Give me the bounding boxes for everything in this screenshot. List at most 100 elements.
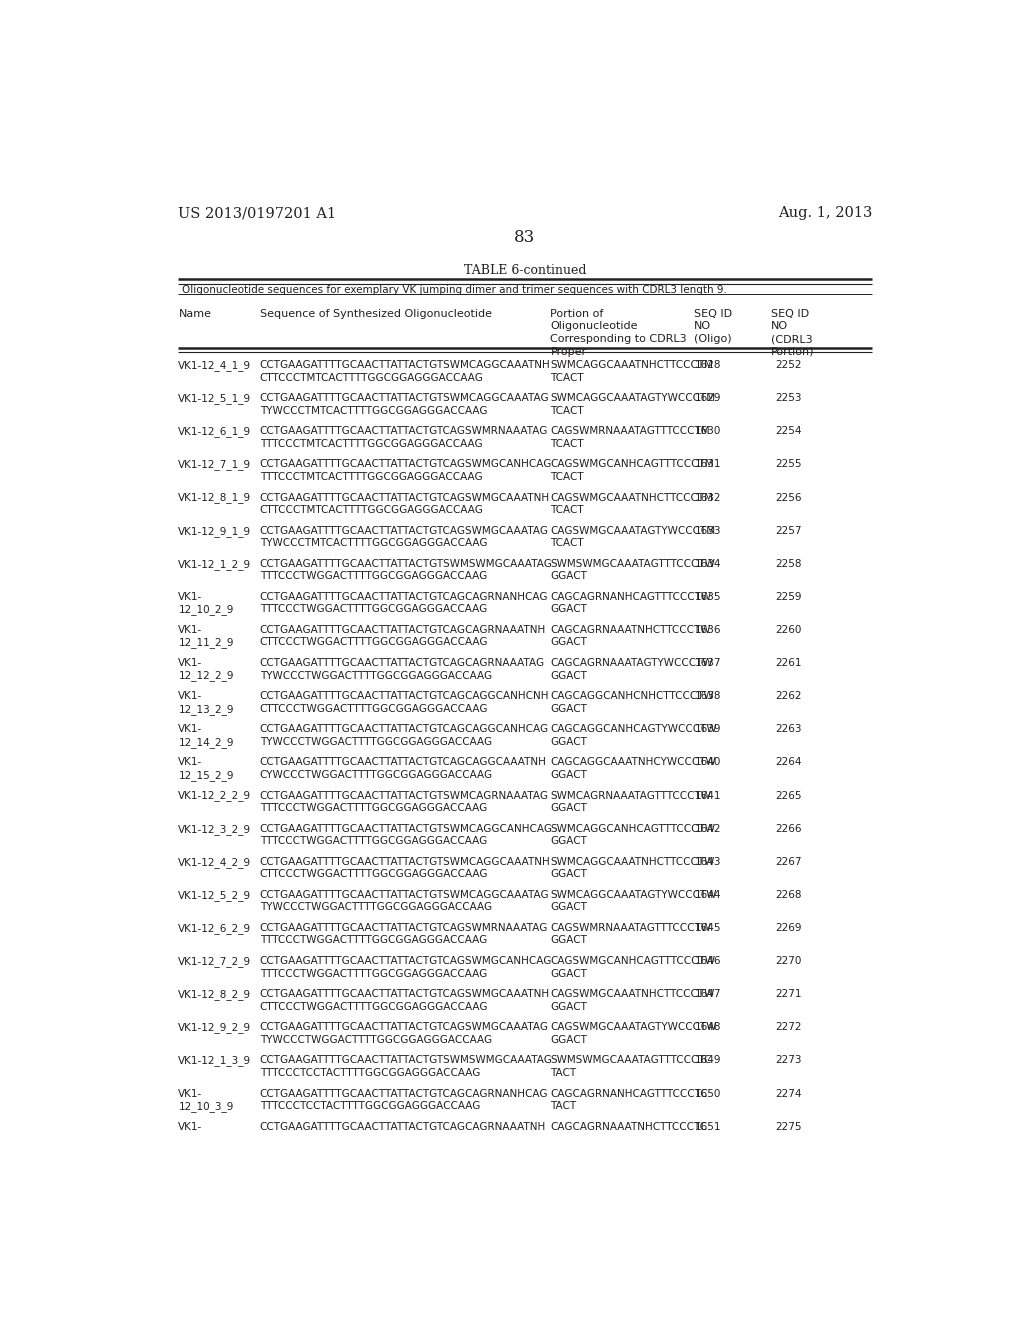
Text: 1641: 1641 [694,791,721,800]
Text: 2269: 2269 [775,923,802,933]
Text: CAGSWMGCAAATAGTYWCCCTM
TCACT: CAGSWMGCAAATAGTYWCCCTM TCACT [550,525,716,548]
Text: VK1-12_3_2_9: VK1-12_3_2_9 [178,824,252,834]
Text: CCTGAAGATTTTGCAACTTATTACTGTSWMCAGGCAAATAG
TYWCCCTMTCACTTTTGGCGGAGGGACCAAG: CCTGAAGATTTTGCAACTTATTACTGTSWMCAGGCAAATA… [260,393,549,416]
Text: CCTGAAGATTTTGCAACTTATTACTGTCAGSWMRNAAATAG
TTTCCCTWGGACTTTTGGCGGAGGGACCAAG: CCTGAAGATTTTGCAACTTATTACTGTCAGSWMRNAAATA… [260,923,548,945]
Text: 2252: 2252 [775,360,802,370]
Text: VK1-
12_14_2_9: VK1- 12_14_2_9 [178,725,233,747]
Text: CCTGAAGATTTTGCAACTTATTACTGTCAGSWMGCAAATNH
CTTCCCTMTCACTTTTGGCGGAGGGACCAAG: CCTGAAGATTTTGCAACTTATTACTGTCAGSWMGCAAATN… [260,492,550,515]
Text: Aug. 1, 2013: Aug. 1, 2013 [777,206,872,220]
Text: VK1-: VK1- [178,1122,203,1131]
Text: VK1-12_7_1_9: VK1-12_7_1_9 [178,459,252,470]
Text: CCTGAAGATTTTGCAACTTATTACTGTSWMSWMGCAAATAG
TTTCCCTCCTACTTTTGGCGGAGGGACCAAG: CCTGAAGATTTTGCAACTTATTACTGTSWMSWMGCAAATA… [260,1056,553,1078]
Text: CAGCAGGCANHCNHCTTCCCTW
GGACT: CAGCAGGCANHCNHCTTCCCTW GGACT [550,692,714,714]
Text: 1651: 1651 [694,1122,721,1131]
Text: 2268: 2268 [775,890,802,900]
Text: CAGSWMGCAAATNHCTTCCCTM
TCACT: CAGSWMGCAAATNHCTTCCCTM TCACT [550,492,714,515]
Text: VK1-12_9_1_9: VK1-12_9_1_9 [178,525,252,537]
Text: VK1-12_1_3_9: VK1-12_1_3_9 [178,1056,252,1067]
Text: SWMCAGRNAAATAGTTTCCCTW
GGACT: SWMCAGRNAAATAGTTTCCCTW GGACT [550,791,712,813]
Text: 2262: 2262 [775,692,802,701]
Text: CCTGAAGATTTTGCAACTTATTACTGTCAGCAGGCANHCNH
CTTCCCTWGGACTTTTGGCGGAGGGACCAAG: CCTGAAGATTTTGCAACTTATTACTGTCAGCAGGCANHCN… [260,692,549,714]
Text: VK1-
12_15_2_9: VK1- 12_15_2_9 [178,758,233,780]
Text: Sequence of Synthesized Oligonucleotide: Sequence of Synthesized Oligonucleotide [260,309,492,318]
Text: VK1-
12_12_2_9: VK1- 12_12_2_9 [178,659,233,681]
Text: VK1-12_4_2_9: VK1-12_4_2_9 [178,857,252,867]
Text: 1649: 1649 [694,1056,721,1065]
Text: CCTGAAGATTTTGCAACTTATTACTGTCAGSWMGCAAATAG
TYWCCCTWGGACTTTTGGCGGAGGGACCAAG: CCTGAAGATTTTGCAACTTATTACTGTCAGSWMGCAAATA… [260,1022,549,1044]
Text: 2253: 2253 [775,393,802,403]
Text: VK1-12_7_2_9: VK1-12_7_2_9 [178,956,252,968]
Text: VK1-
12_11_2_9: VK1- 12_11_2_9 [178,626,233,648]
Text: 2256: 2256 [775,492,802,503]
Text: VK1-12_8_1_9: VK1-12_8_1_9 [178,492,252,503]
Text: 1628: 1628 [694,360,721,370]
Text: 2259: 2259 [775,591,802,602]
Text: 1642: 1642 [694,824,721,834]
Text: SWMCAGGCAAATAGTYWCCCTM
TCACT: SWMCAGGCAAATAGTYWCCCTM TCACT [550,393,716,416]
Text: SWMSWMGCAAATAGTTTCCCTW
GGACT: SWMSWMGCAAATAGTTTCCCTW GGACT [550,558,715,581]
Text: 2267: 2267 [775,857,802,867]
Text: 1646: 1646 [694,956,721,966]
Text: CCTGAAGATTTTGCAACTTATTACTGTCAGCAGGCANHCAG
TYWCCCTWGGACTTTTGGCGGAGGGACCAAG: CCTGAAGATTTTGCAACTTATTACTGTCAGCAGGCANHCA… [260,725,549,747]
Text: CAGCAGRNAAATNHCTTCCCTW
GGACT: CAGCAGRNAAATNHCTTCCCTW GGACT [550,626,711,647]
Text: 1647: 1647 [694,989,721,999]
Text: CCTGAAGATTTTGCAACTTATTACTGTCAGSWMGCAAATNH
CTTCCCTWGGACTTTTGGCGGAGGGACCAAG: CCTGAAGATTTTGCAACTTATTACTGTCAGSWMGCAAATN… [260,989,550,1011]
Text: 2271: 2271 [775,989,802,999]
Text: 2274: 2274 [775,1089,802,1098]
Text: 1645: 1645 [694,923,721,933]
Text: CCTGAAGATTTTGCAACTTATTACTGTCAGSWMGCANHCAG
TTTCCCTWGGACTTTTGGCGGAGGGACCAAG: CCTGAAGATTTTGCAACTTATTACTGTCAGSWMGCANHCA… [260,956,552,978]
Text: CCTGAAGATTTTGCAACTTATTACTGTSWMSWMGCAAATAG
TTTCCCTWGGACTTTTGGCGGAGGGACCAAG: CCTGAAGATTTTGCAACTTATTACTGTSWMSWMGCAAATA… [260,558,553,581]
Text: 1634: 1634 [694,558,721,569]
Text: CCTGAAGATTTTGCAACTTATTACTGTCAGCAGGCAAATNH
CYWCCCTWGGACTTTTGGCGGAGGGACCAAG: CCTGAAGATTTTGCAACTTATTACTGTCAGCAGGCAAATN… [260,758,547,780]
Text: CCTGAAGATTTTGCAACTTATTACTGTCAGSWMGCANHCAG
TTTCCCTMTCACTTTTGGCGGAGGGACCAAG: CCTGAAGATTTTGCAACTTATTACTGTCAGSWMGCANHCA… [260,459,552,482]
Text: SWMSWMGCAAATAGTTTCCCTC
TACT: SWMSWMGCAAATAGTTTCCCTC TACT [550,1056,712,1078]
Text: CAGSWMRNAAATAGTTTCCCTW
GGACT: CAGSWMRNAAATAGTTTCCCTW GGACT [550,923,712,945]
Text: 1636: 1636 [694,626,721,635]
Text: 1648: 1648 [694,1022,721,1032]
Text: CCTGAAGATTTTGCAACTTATTACTGTCAGCAGRNAAATNH: CCTGAAGATTTTGCAACTTATTACTGTCAGCAGRNAAATN… [260,1122,546,1131]
Text: 2272: 2272 [775,1022,802,1032]
Text: CAGSWMGCAAATNHCTTCCCTW
GGACT: CAGSWMGCAAATNHCTTCCCTW GGACT [550,989,715,1011]
Text: VK1-12_4_1_9: VK1-12_4_1_9 [178,360,252,371]
Text: 1633: 1633 [694,525,721,536]
Text: 2273: 2273 [775,1056,802,1065]
Text: VK1-
12_13_2_9: VK1- 12_13_2_9 [178,692,233,714]
Text: 1629: 1629 [694,393,721,403]
Text: VK1-12_6_1_9: VK1-12_6_1_9 [178,426,252,437]
Text: Name: Name [178,309,211,318]
Text: VK1-
12_10_3_9: VK1- 12_10_3_9 [178,1089,233,1111]
Text: SWMCAGGCAAATNHCTTCCCTW
GGACT: SWMCAGGCAAATNHCTTCCCTW GGACT [550,857,715,879]
Text: VK1-12_9_2_9: VK1-12_9_2_9 [178,1022,252,1034]
Text: CCTGAAGATTTTGCAACTTATTACTGTCAGCAGRNANHCAG
TTTCCCTWGGACTTTTGGCGGAGGGACCAAG: CCTGAAGATTTTGCAACTTATTACTGTCAGCAGRNANHCA… [260,591,548,614]
Text: 2258: 2258 [775,558,802,569]
Text: 1637: 1637 [694,659,721,668]
Text: Portion of
Oligonucleotide
Corresponding to CDRL3
Proper: Portion of Oligonucleotide Corresponding… [550,309,687,356]
Text: CAGCAGRNANHCAGTTTCCCTW
GGACT: CAGCAGRNANHCAGTTTCCCTW GGACT [550,591,712,614]
Text: VK1-12_5_2_9: VK1-12_5_2_9 [178,890,252,900]
Text: CCTGAAGATTTTGCAACTTATTACTGTSWMCAGRNAAATAG
TTTCCCTWGGACTTTTGGCGGAGGGACCAAG: CCTGAAGATTTTGCAACTTATTACTGTSWMCAGRNAAATA… [260,791,549,813]
Text: CCTGAAGATTTTGCAACTTATTACTGTSWMCAGGCAAATNH
CTTCCCTMTCACTTTTGGCGGAGGGACCAAG: CCTGAAGATTTTGCAACTTATTACTGTSWMCAGGCAAATN… [260,360,551,383]
Text: 1644: 1644 [694,890,721,900]
Text: 2263: 2263 [775,725,802,734]
Text: US 2013/0197201 A1: US 2013/0197201 A1 [178,206,337,220]
Text: VK1-12_8_2_9: VK1-12_8_2_9 [178,989,252,1001]
Text: SEQ ID
NO
(CDRL3
Portion): SEQ ID NO (CDRL3 Portion) [771,309,815,356]
Text: CAGCAGRNAAATNHCTTCCCTC: CAGCAGRNAAATNHCTTCCCTC [550,1122,708,1131]
Text: VK1-
12_10_2_9: VK1- 12_10_2_9 [178,591,233,615]
Text: CAGSWMRNAAATAGTTTCCCTM
TCACT: CAGSWMRNAAATAGTTTCCCTM TCACT [550,426,710,449]
Text: 2254: 2254 [775,426,802,437]
Text: VK1-12_6_2_9: VK1-12_6_2_9 [178,923,252,935]
Text: 1638: 1638 [694,692,721,701]
Text: 1650: 1650 [694,1089,721,1098]
Text: CCTGAAGATTTTGCAACTTATTACTGTCAGCAGRNAAATNH
CTTCCCTWGGACTTTTGGCGGAGGGACCAAG: CCTGAAGATTTTGCAACTTATTACTGTCAGCAGRNAAATN… [260,626,546,647]
Text: VK1-12_5_1_9: VK1-12_5_1_9 [178,393,252,404]
Text: CAGCAGGCAAATNHCYWCCCTW
GGACT: CAGCAGGCAAATNHCYWCCCTW GGACT [550,758,716,780]
Text: 1639: 1639 [694,725,721,734]
Text: 2255: 2255 [775,459,802,470]
Text: 1631: 1631 [694,459,721,470]
Text: 2266: 2266 [775,824,802,834]
Text: 1635: 1635 [694,591,721,602]
Text: 1630: 1630 [694,426,721,437]
Text: 2260: 2260 [775,626,802,635]
Text: CCTGAAGATTTTGCAACTTATTACTGTCAGSWMRNAAATAG
TTTCCCTMTCACTTTTGGCGGAGGGACCAAG: CCTGAAGATTTTGCAACTTATTACTGTCAGSWMRNAAATA… [260,426,548,449]
